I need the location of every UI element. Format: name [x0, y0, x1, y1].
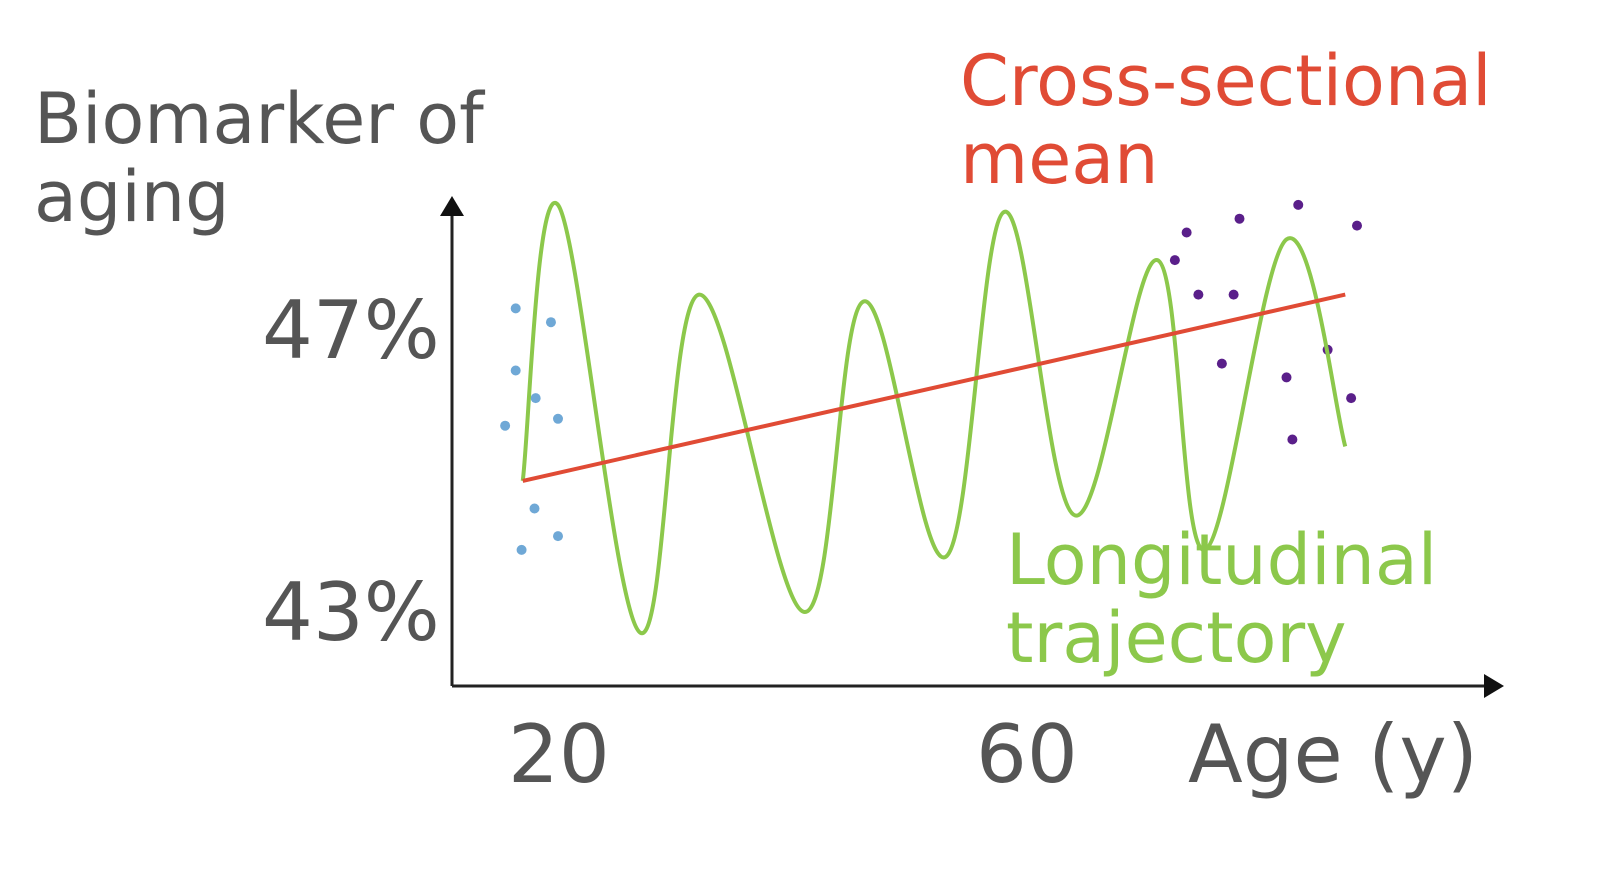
scatter-point-old: [1181, 227, 1192, 238]
longitudinal-trajectory-line: [520, 200, 1348, 635]
scatter-point-young: [553, 413, 563, 424]
scatter-point-old: [1169, 255, 1180, 266]
y-axis-title-text: Biomarker of aging: [34, 78, 484, 239]
cross-sectional-mean-label: Cross-sectional mean: [960, 42, 1560, 199]
scatter-point-old: [1352, 220, 1362, 231]
scatter-point-old: [1293, 199, 1304, 210]
x-axis-title: Age (y): [1188, 708, 1478, 801]
scatter-point-old: [1234, 213, 1245, 224]
axes: [440, 196, 1504, 698]
scatter-point-young: [510, 303, 521, 314]
longitudinal-trajectory-label: Longitudinal trajectory: [1006, 521, 1526, 678]
scatter-point-old: [1216, 358, 1227, 369]
x-tick-label-60: 60: [976, 708, 1078, 801]
lines-layer: [520, 200, 1348, 635]
scatter-point-old: [1346, 393, 1357, 404]
y-axis-arrowhead: [440, 196, 464, 216]
longitudinal-trajectory-text: Longitudinal trajectory: [1006, 519, 1438, 680]
scatter-point-young: [500, 420, 511, 431]
x-tick-label-20: 20: [508, 708, 610, 801]
cross-sectional-mean-line: [522, 292, 1346, 483]
y-tick-label-low: 43%: [262, 566, 440, 659]
x-axis-arrowhead: [1484, 674, 1504, 698]
scatter-point-young: [516, 544, 527, 555]
scatter-point-young: [529, 503, 540, 514]
scatter-point-young: [553, 531, 563, 542]
scatter-point-old: [1287, 434, 1298, 445]
scatter-layer: [500, 199, 1362, 555]
cross-sectional-mean-text: Cross-sectional mean: [960, 40, 1492, 201]
scatter-point-young: [545, 317, 556, 328]
scatter-point-young: [510, 365, 521, 376]
scatter-point-old: [1193, 289, 1204, 300]
scatter-point-young: [530, 393, 541, 404]
y-tick-label-high: 47%: [262, 284, 440, 377]
scatter-point-old: [1281, 372, 1292, 383]
scatter-point-old: [1228, 289, 1239, 300]
y-axis-title: Biomarker of aging: [34, 80, 534, 237]
